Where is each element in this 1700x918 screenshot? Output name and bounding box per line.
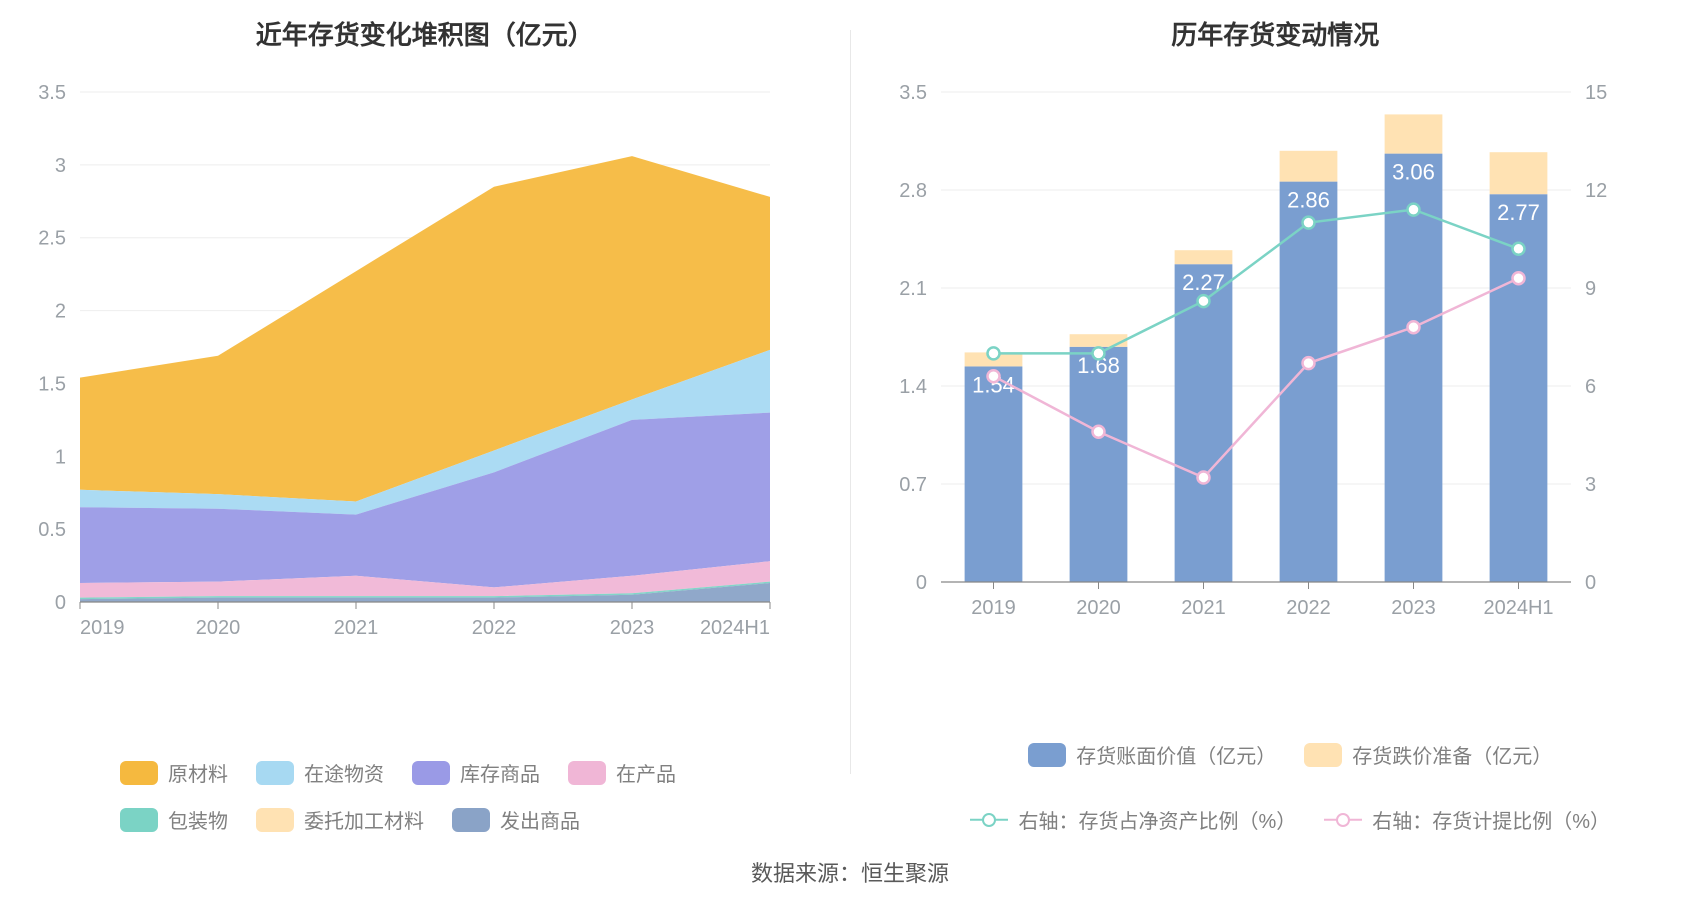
right-chart-body: 00.71.42.12.83.5036912151.541.682.272.86… xyxy=(851,72,1700,712)
left-chart-body: 0 0.5 1 1.5 2 2.5 3 3.5 2019 2020 2021 2022 2023 2024… xyxy=(0,72,850,730)
legend-label: 右轴：存货计提比例（%） xyxy=(1372,805,1610,834)
dashboard-container: 近年存货变化堆积图（亿元） 0 0.5 1 1.5 2 2.5 3 3.5 2019 2020 20… xyxy=(0,0,1700,918)
svg-text:2: 2 xyxy=(55,301,66,323)
svg-text:2021: 2021 xyxy=(1181,597,1226,619)
svg-text:2023: 2023 xyxy=(1391,597,1436,619)
legend-item[interactable]: 原材料 xyxy=(120,758,228,787)
right-chart-panel: 历年存货变动情况 00.71.42.12.83.5036912151.541.6… xyxy=(851,10,1700,834)
legend-swatch xyxy=(1028,743,1066,767)
svg-text:0: 0 xyxy=(915,572,926,594)
svg-text:1.4: 1.4 xyxy=(899,376,927,398)
legend-swatch xyxy=(568,761,606,785)
svg-text:0: 0 xyxy=(55,592,66,614)
svg-text:2022: 2022 xyxy=(472,617,517,639)
legend-label: 存货跌价准备（亿元） xyxy=(1352,740,1552,769)
svg-text:6: 6 xyxy=(1585,376,1596,398)
svg-text:2.86: 2.86 xyxy=(1287,188,1330,213)
svg-text:2.27: 2.27 xyxy=(1182,270,1225,295)
svg-text:15: 15 xyxy=(1585,82,1607,104)
svg-text:2020: 2020 xyxy=(1076,597,1121,619)
svg-text:3: 3 xyxy=(55,155,66,177)
left-chart-legend: 原材料 在途物资 库存商品 在产品包装物 委托加工材料 发出商品 xyxy=(0,758,850,834)
svg-text:2024H1: 2024H1 xyxy=(700,617,770,639)
legend-label: 存货账面价值（亿元） xyxy=(1076,740,1276,769)
svg-text:0.5: 0.5 xyxy=(38,519,66,541)
legend-item[interactable]: 发出商品 xyxy=(452,805,580,834)
right-chart-legend: 存货账面价值（亿元） 存货跌价准备（亿元） 右轴：存货占净资产比例（%） 右轴：存货计… xyxy=(851,740,1700,834)
svg-text:0.7: 0.7 xyxy=(899,474,927,496)
legend-item[interactable]: 在产品 xyxy=(568,758,676,787)
legend-swatch xyxy=(256,808,294,832)
legend-label: 发出商品 xyxy=(500,805,580,834)
legend-item[interactable]: 存货账面价值（亿元） xyxy=(1028,740,1276,769)
legend-item[interactable]: 在途物资 xyxy=(256,758,384,787)
svg-text:1: 1 xyxy=(55,446,66,468)
legend-swatch xyxy=(412,761,450,785)
svg-text:2.5: 2.5 xyxy=(38,228,66,250)
legend-item[interactable]: 库存商品 xyxy=(412,758,540,787)
legend-label: 在产品 xyxy=(616,758,676,787)
left-chart-panel: 近年存货变化堆积图（亿元） 0 0.5 1 1.5 2 2.5 3 3.5 2019 2020 20… xyxy=(0,10,850,834)
legend-label: 右轴：存货占净资产比例（%） xyxy=(1018,805,1296,834)
legend-item[interactable]: 右轴：存货占净资产比例（%） xyxy=(970,805,1296,834)
svg-text:2019: 2019 xyxy=(971,597,1016,619)
svg-text:3.5: 3.5 xyxy=(38,82,66,104)
legend-line-swatch xyxy=(1324,808,1362,832)
svg-text:2019: 2019 xyxy=(80,617,125,639)
svg-text:2.77: 2.77 xyxy=(1497,200,1540,225)
svg-text:2022: 2022 xyxy=(1286,597,1331,619)
svg-text:2021: 2021 xyxy=(334,617,379,639)
legend-item[interactable]: 存货跌价准备（亿元） xyxy=(1304,740,1552,769)
svg-text:2024H1: 2024H1 xyxy=(1483,597,1553,619)
legend-label: 包装物 xyxy=(168,805,228,834)
svg-text:2.8: 2.8 xyxy=(899,180,927,202)
legend-item[interactable]: 右轴：存货计提比例（%） xyxy=(1324,805,1610,834)
svg-text:0: 0 xyxy=(1585,572,1596,594)
svg-text:1.5: 1.5 xyxy=(38,373,66,395)
svg-text:2020: 2020 xyxy=(196,617,241,639)
legend-label: 原材料 xyxy=(168,758,228,787)
footer-source: 数据来源：恒生聚源 xyxy=(0,834,1700,918)
legend-swatch xyxy=(256,761,294,785)
legend-swatch xyxy=(1304,743,1342,767)
svg-text:12: 12 xyxy=(1585,180,1607,202)
svg-text:9: 9 xyxy=(1585,278,1596,300)
legend-label: 库存商品 xyxy=(460,758,540,787)
left-chart-title: 近年存货变化堆积图（亿元） xyxy=(0,15,850,52)
legend-line-swatch xyxy=(970,808,1008,832)
legend-swatch xyxy=(120,761,158,785)
left-chart-svg: 0 0.5 1 1.5 2 2.5 3 3.5 2019 2020 2021 2022 2023 2024… xyxy=(0,72,800,652)
svg-text:3.5: 3.5 xyxy=(899,82,927,104)
svg-text:3.06: 3.06 xyxy=(1392,160,1435,185)
charts-row: 近年存货变化堆积图（亿元） 0 0.5 1 1.5 2 2.5 3 3.5 2019 2020 20… xyxy=(0,0,1700,834)
legend-swatch xyxy=(120,808,158,832)
legend-swatch xyxy=(452,808,490,832)
right-chart-title: 历年存货变动情况 xyxy=(851,15,1700,52)
legend-item[interactable]: 委托加工材料 xyxy=(256,805,424,834)
svg-text:2023: 2023 xyxy=(610,617,655,639)
right-chart-svg: 00.71.42.12.83.5036912151.541.682.272.86… xyxy=(851,72,1651,632)
legend-label: 委托加工材料 xyxy=(304,805,424,834)
svg-text:3: 3 xyxy=(1585,474,1596,496)
legend-label: 在途物资 xyxy=(304,758,384,787)
svg-text:2.1: 2.1 xyxy=(899,278,927,300)
legend-item[interactable]: 包装物 xyxy=(120,805,228,834)
